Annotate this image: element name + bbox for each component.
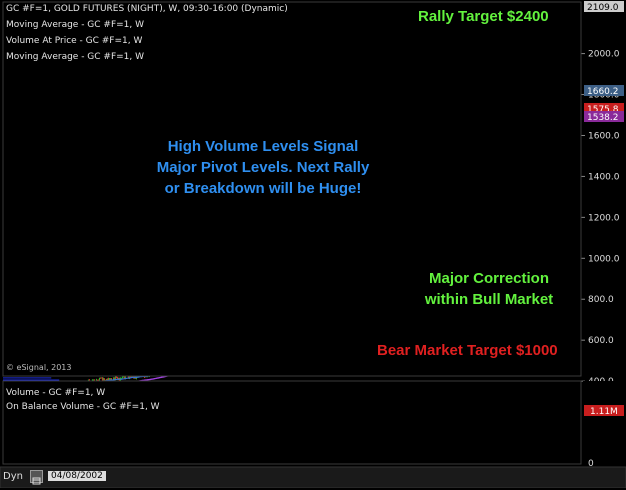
major-correction-line-1: Major Correction <box>414 268 564 289</box>
price-tick-1200: 1200.0 <box>588 213 620 223</box>
interval-label[interactable]: Dyn <box>3 471 23 482</box>
watermark: © eSignal, 2013 <box>6 363 71 372</box>
legend-moving-average-2: Moving Average - GC #F=1, W <box>6 52 144 62</box>
price-tick-600: 600.0 <box>588 336 614 346</box>
major-correction-line-2: within Bull Market <box>414 289 564 310</box>
bear-target-annotation: Bear Market Target $1000 <box>377 340 558 361</box>
legend-moving-average-1: Moving Average - GC #F=1, W <box>6 20 144 30</box>
high-volume-line-1: High Volume Levels Signal <box>143 136 383 157</box>
legend-volume-at-price: Volume At Price - GC #F=1, W <box>6 36 142 46</box>
price-tick-2000: 2000.0 <box>588 50 620 60</box>
price-badge-label: 1660.2 <box>587 87 619 97</box>
price-badge-label: 1538.2 <box>587 113 619 123</box>
legend-main-series: GC #F=1, GOLD FUTURES (NIGHT), W, 09:30-… <box>6 4 288 14</box>
price-tick-1000: 1000.0 <box>588 254 620 264</box>
price-axis-max-label: 2109.0 <box>587 3 619 13</box>
calendar-glyph <box>31 475 42 486</box>
legend-obv: On Balance Volume - GC #F=1, W <box>6 402 160 412</box>
rally-target-annotation: Rally Target $2400 <box>418 6 549 27</box>
price-tick-800: 800.0 <box>588 295 614 305</box>
date-field[interactable]: 04/08/2002 <box>48 471 106 481</box>
profile-bin <box>3 380 59 381</box>
volume-axis-bg <box>583 381 626 466</box>
price-tick-1400: 1400.0 <box>588 172 620 182</box>
profile-bin <box>3 377 51 378</box>
major-correction-annotation: Major Correction within Bull Market <box>414 268 564 310</box>
price-axis[interactable]: 400.0600.0800.01000.01200.01400.01600.01… <box>581 0 626 469</box>
calendar-icon[interactable] <box>30 470 43 483</box>
volume-value-label: 1.11M <box>590 407 618 417</box>
price-tick-1600: 1600.0 <box>588 131 620 141</box>
high-volume-line-3: or Breakdown will be Huge! <box>143 178 383 199</box>
high-volume-annotation: High Volume Levels Signal Major Pivot Le… <box>143 136 383 199</box>
legend-volume: Volume - GC #F=1, W <box>6 388 105 398</box>
high-volume-line-2: Major Pivot Levels. Next Rally <box>143 157 383 178</box>
